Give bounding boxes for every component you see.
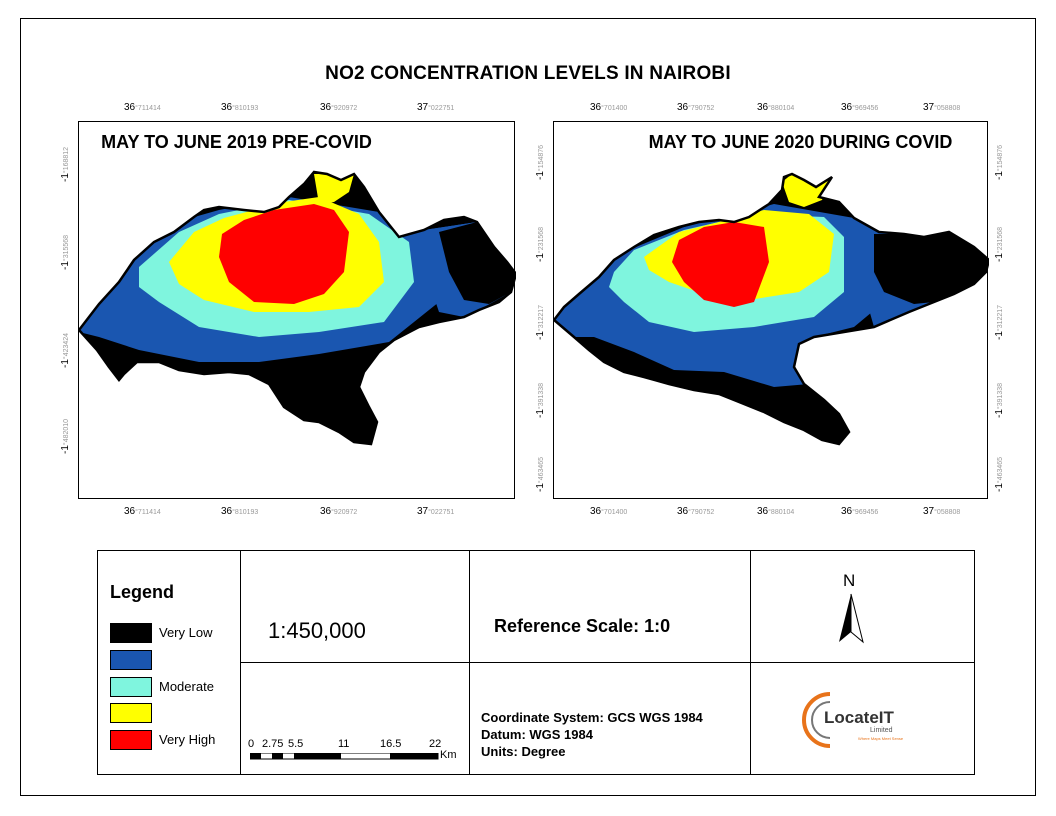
right-tick-label: -1°391338 bbox=[994, 382, 1005, 418]
left-tick-label: -1°463465 bbox=[535, 456, 546, 492]
reference-scale: Reference Scale: 1:0 bbox=[494, 616, 671, 636]
legend-label: Very Low bbox=[159, 625, 213, 640]
logo-ring-icon bbox=[802, 692, 831, 748]
bottom-tick-label: 36°790752 bbox=[677, 506, 715, 517]
legend-label: Very High bbox=[159, 732, 216, 747]
scale-bar bbox=[250, 753, 439, 760]
divider bbox=[240, 662, 975, 663]
bottom-tick-label: 37°022751 bbox=[417, 506, 455, 517]
left-tick-label: -1°423424 bbox=[60, 332, 71, 368]
legend-title: Legend bbox=[110, 582, 175, 602]
datum: Datum: WGS 1984 bbox=[481, 727, 593, 742]
top-tick-label: 36°810193 bbox=[221, 102, 259, 113]
bottom-tick-label: 36°701400 bbox=[590, 506, 628, 517]
units: Units: Degree bbox=[481, 744, 566, 759]
legend-swatch-moderate bbox=[110, 677, 152, 697]
legend-swatch-very-low bbox=[110, 623, 152, 643]
scale-bar-label: 11 bbox=[338, 738, 350, 750]
coordinate-system: Coordinate System: GCS WGS 1984 bbox=[481, 710, 703, 725]
bottom-tick-label: 36°969456 bbox=[841, 506, 879, 517]
bottom-tick-label: 36°920972 bbox=[320, 506, 358, 517]
map-title-2019: MAY TO JUNE 2019 PRE-COVID bbox=[101, 132, 372, 152]
top-tick-label: 36°920972 bbox=[320, 102, 358, 113]
logo-motto: Where Maps Meet Sense bbox=[858, 736, 904, 741]
right-tick-label: -1°231568 bbox=[994, 226, 1005, 262]
scale-ratio: 1:450,000 bbox=[268, 618, 366, 643]
north-label: N bbox=[843, 571, 856, 590]
scale-bar-label: 16.5 bbox=[380, 738, 402, 750]
top-tick-label: 36°880104 bbox=[757, 102, 795, 113]
legend-swatch-high bbox=[110, 703, 152, 723]
left-tick-label: -1°168812 bbox=[60, 146, 71, 182]
map-panel-2019: MAY TO JUNE 2019 PRE-COVID bbox=[78, 121, 516, 499]
page-title: NO2 CONCENTRATION LEVELS IN NAIROBI bbox=[325, 63, 731, 84]
left-tick-label: -1°312217 bbox=[535, 304, 546, 340]
nairobi-map-2020 bbox=[554, 172, 989, 446]
top-tick-label: 37°058808 bbox=[923, 102, 961, 113]
legend-swatch-very-high bbox=[110, 730, 152, 750]
scale-bar-unit: Km bbox=[440, 749, 457, 761]
scale-bar-label: 2.75 bbox=[262, 738, 284, 750]
nairobi-map-2019 bbox=[79, 170, 516, 446]
scale-bar-label: 0 bbox=[248, 738, 255, 750]
scale-bar-label: 22 bbox=[429, 738, 442, 750]
bottom-tick-label: 36°810193 bbox=[221, 506, 259, 517]
top-tick-label: 36°969456 bbox=[841, 102, 879, 113]
legend-swatch-low bbox=[110, 650, 152, 670]
left-tick-label: -1°315568 bbox=[60, 234, 71, 270]
north-arrow-icon bbox=[839, 593, 864, 644]
divider bbox=[750, 551, 751, 775]
bottom-tick-label: 37°058808 bbox=[923, 506, 961, 517]
logo-tagline: Limited bbox=[870, 727, 893, 734]
divider bbox=[469, 551, 470, 775]
top-tick-label: 36°711414 bbox=[124, 102, 161, 113]
left-tick-label: -1°154876 bbox=[535, 144, 546, 180]
left-tick-label: -1°231568 bbox=[535, 226, 546, 262]
legend-label: Moderate bbox=[159, 679, 214, 694]
logo-name: LocateIT bbox=[824, 708, 894, 727]
map-title-2020: MAY TO JUNE 2020 DURING COVID bbox=[648, 132, 953, 152]
scale-bar-label: 5.5 bbox=[288, 738, 304, 750]
divider bbox=[240, 551, 241, 775]
page-frame bbox=[20, 18, 1036, 796]
top-tick-label: 36°790752 bbox=[677, 102, 715, 113]
left-tick-label: -1°482010 bbox=[60, 418, 71, 454]
bottom-tick-label: 36°711414 bbox=[124, 506, 161, 517]
map-panel-2020: MAY TO JUNE 2020 DURING COVID bbox=[553, 121, 989, 499]
right-tick-label: -1°312217 bbox=[994, 304, 1005, 340]
right-tick-label: -1°154876 bbox=[994, 144, 1005, 180]
right-tick-label: -1°463465 bbox=[994, 456, 1005, 492]
bottom-tick-label: 36°880104 bbox=[757, 506, 795, 517]
left-tick-label: -1°391338 bbox=[535, 382, 546, 418]
top-tick-label: 37°022751 bbox=[417, 102, 455, 113]
top-tick-label: 36°701400 bbox=[590, 102, 628, 113]
locateit-logo: LocateIT Limited Where Maps Meet Sense bbox=[800, 690, 910, 750]
